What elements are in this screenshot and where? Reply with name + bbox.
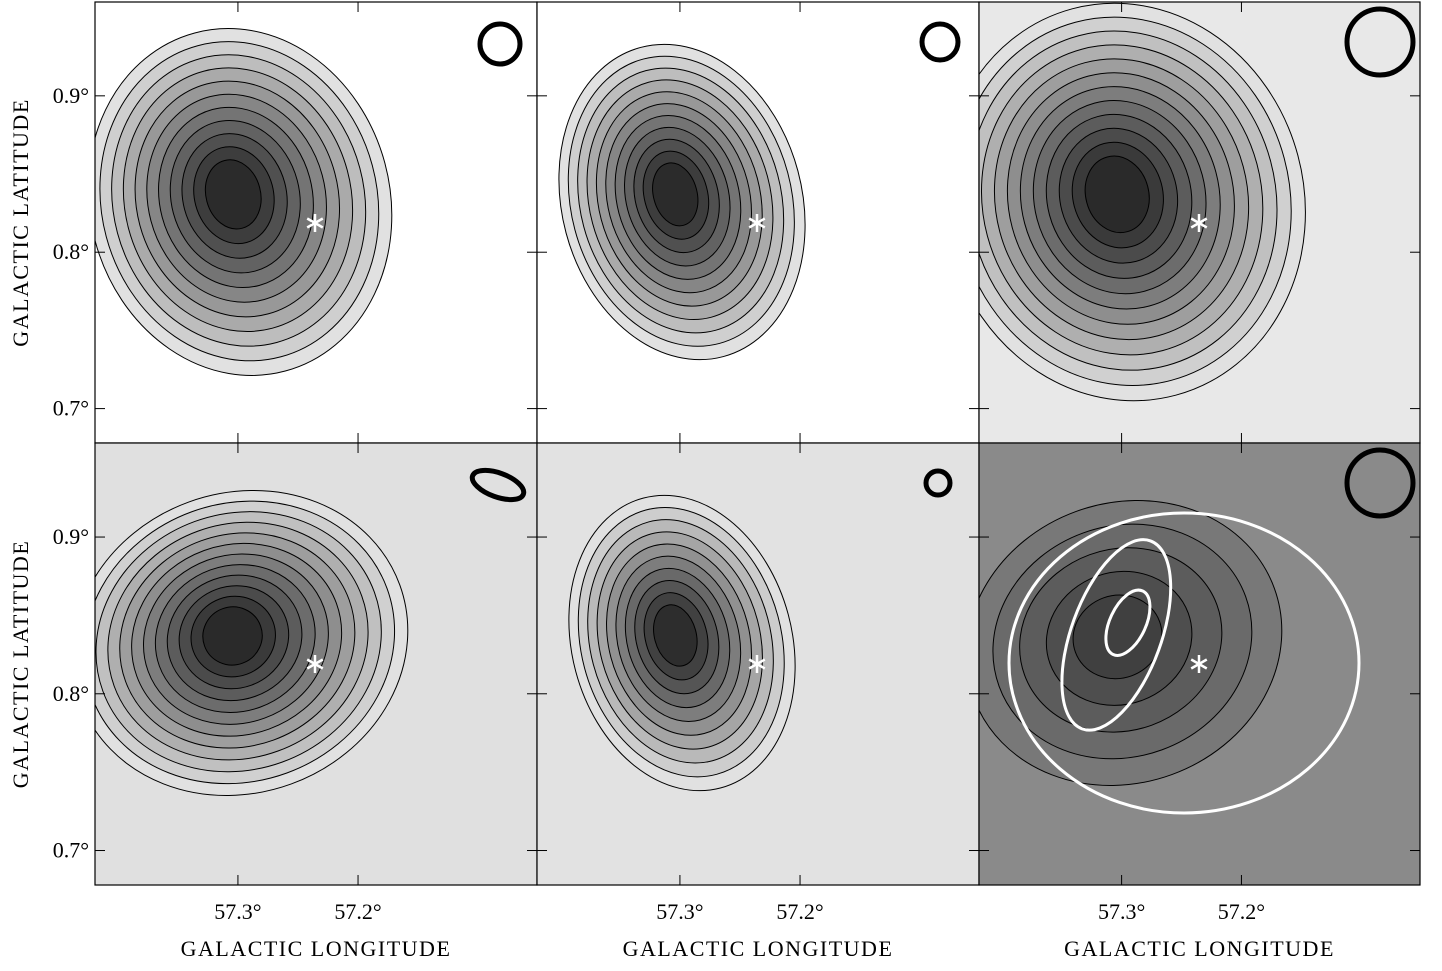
x-tick-label: 57.3° xyxy=(1098,899,1145,924)
map-panel xyxy=(525,2,979,443)
y-tick-label: 0.9° xyxy=(53,83,89,108)
y-tick-label: 0.8° xyxy=(53,239,89,264)
map-panel xyxy=(29,443,537,885)
y-tick-label: 0.9° xyxy=(53,524,89,549)
y-axis-label: GALACTIC LATITUDE xyxy=(8,540,33,789)
x-tick-label: 57.2° xyxy=(334,899,381,924)
x-axis-label: GALACTIC LONGITUDE xyxy=(623,936,894,961)
x-axis-label: GALACTIC LONGITUDE xyxy=(181,936,452,961)
x-axis-label: GALACTIC LONGITUDE xyxy=(1064,936,1335,961)
x-tick-label: 57.2° xyxy=(776,899,823,924)
map-panel xyxy=(50,0,537,443)
y-tick-label: 0.7° xyxy=(53,838,89,863)
x-tick-label: 57.2° xyxy=(1218,899,1265,924)
y-tick-label: 0.7° xyxy=(53,396,89,421)
map-panel xyxy=(537,443,979,885)
y-tick-label: 0.8° xyxy=(53,681,89,706)
x-tick-label: 57.3° xyxy=(656,899,703,924)
figure: 0.9° 0.8° 0.7° GALACTIC LATITUDE 57.3° 57.2° 0… xyxy=(0,0,1442,966)
y-axis-label: GALACTIC LATITUDE xyxy=(8,98,33,347)
x-tick-label: 57.3° xyxy=(214,899,261,924)
map-panel xyxy=(926,443,1420,885)
